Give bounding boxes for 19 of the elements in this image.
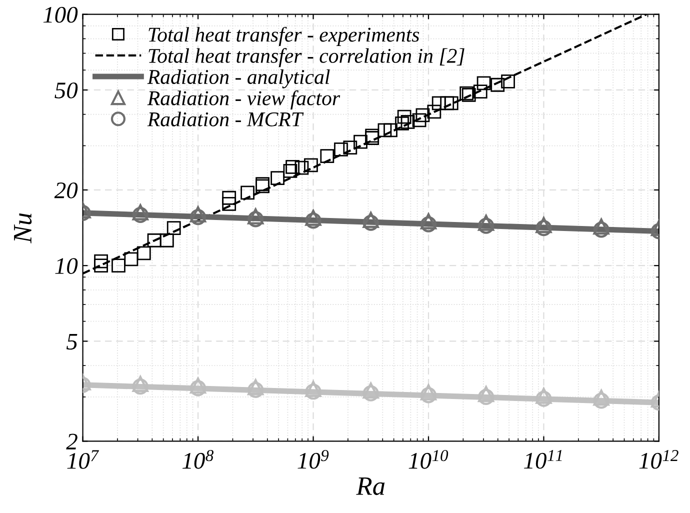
legend-label: Total heat transfer - correlation in [2] [148, 48, 464, 68]
y-axis-title: Nu [14, 213, 32, 244]
x-tick-label: 10$^{11}$ [524, 450, 562, 469]
legend-label: Radiation - analytical [147, 69, 330, 88]
x-tick-label: 10$^{8}$ [182, 450, 214, 469]
x-tick-label: 10$^{7}$ [67, 450, 100, 469]
x-tick-label: 10$^{10}$ [408, 450, 448, 469]
legend-label: Total heat transfer - experiments [148, 26, 420, 46]
y-tick-label: 5 [66, 334, 78, 350]
x-axis-title: Ra [356, 478, 385, 496]
y-tick-label: 2 [66, 434, 78, 450]
y-tick-label: 50 [54, 82, 78, 98]
y-tick-label: 20 [54, 182, 78, 198]
legend-label: Radiation - MCRT [147, 112, 304, 126]
y-tick-label: 100 [43, 6, 78, 23]
y-tick-label: 10 [55, 258, 78, 274]
x-tick-label: 10$^{12}$ [639, 450, 678, 469]
legend-label: Radiation - view factor [147, 90, 340, 110]
x-tick-label: 10$^{9}$ [298, 450, 329, 469]
